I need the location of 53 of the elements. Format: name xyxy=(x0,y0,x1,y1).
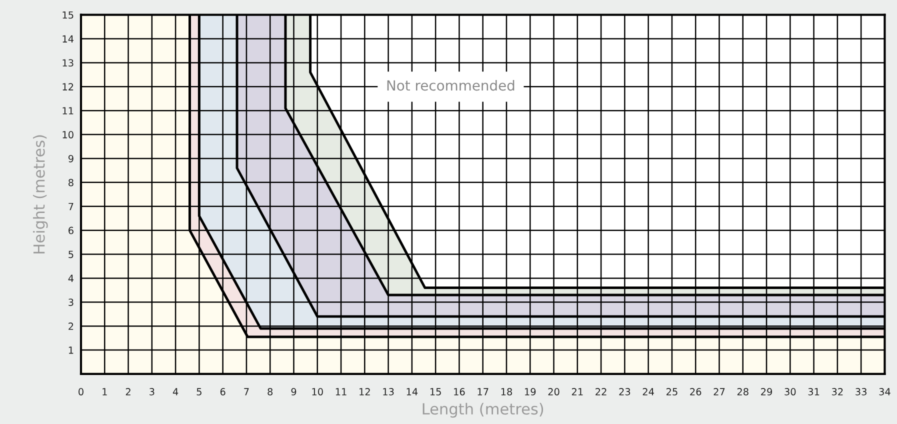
x-tick-label: 31 xyxy=(808,388,820,396)
x-tick-label: 16 xyxy=(454,388,465,396)
x-tick-label: 11 xyxy=(336,388,346,396)
y-tick-label: 12 xyxy=(62,83,74,90)
x-tick-label: 2 xyxy=(126,388,130,396)
y-tick-label: 3 xyxy=(68,298,74,306)
x-tick-label: 17 xyxy=(478,388,488,396)
x-tick-label: 21 xyxy=(572,388,583,396)
y-tick-label: 13 xyxy=(62,59,74,67)
x-tick-label: 33 xyxy=(856,388,866,396)
x-tick-label: 0 xyxy=(78,388,84,396)
x-tick-label: 32 xyxy=(832,388,843,396)
x-tick-label: 29 xyxy=(761,388,772,396)
x-tick-label: 27 xyxy=(714,388,725,396)
x-tick-label: 8 xyxy=(268,388,273,396)
x-tick-label: 13 xyxy=(383,388,394,396)
x-tick-label: 5 xyxy=(196,388,202,396)
y-axis-title: Height (metres) xyxy=(33,135,48,254)
x-tick-label: 1 xyxy=(102,388,107,396)
x-tick-label: 14 xyxy=(406,388,418,396)
y-tick-label: 10 xyxy=(62,131,74,138)
y-tick-label: 4 xyxy=(68,274,74,282)
x-tick-label: 24 xyxy=(642,388,654,396)
y-tick-label: 7 xyxy=(68,202,74,210)
x-tick-label: 26 xyxy=(690,388,702,396)
y-tick-label: 6 xyxy=(68,226,74,234)
y-tick-label: 8 xyxy=(68,178,74,186)
y-tick-label: 9 xyxy=(68,154,74,162)
x-tick-label: 3 xyxy=(150,388,154,396)
x-axis-title: Length (metres) xyxy=(422,402,544,418)
x-tick-label: 20 xyxy=(548,388,560,396)
y-tick-label: 5 xyxy=(68,250,74,258)
x-tick-label: 25 xyxy=(666,388,678,396)
y-tick-label: 15 xyxy=(62,11,74,19)
y-tick-label: 11 xyxy=(62,107,74,114)
x-tick-label: 18 xyxy=(501,388,512,396)
y-tick-label: 14 xyxy=(62,35,74,42)
x-tick-label: 30 xyxy=(784,388,796,396)
x-tick-label: 23 xyxy=(619,388,630,396)
x-tick-label: 9 xyxy=(291,388,296,396)
x-tick-label: 19 xyxy=(525,388,536,396)
y-tick-label: 1 xyxy=(68,346,74,354)
y-tick-label: 2 xyxy=(68,322,74,330)
x-tick-label: 15 xyxy=(430,388,441,396)
x-tick-label: 28 xyxy=(737,388,748,396)
x-tick-label: 10 xyxy=(312,388,323,396)
x-tick-label: 7 xyxy=(244,388,249,396)
x-tick-label: 6 xyxy=(220,388,226,396)
x-tick-label: 22 xyxy=(596,388,606,396)
x-tick-label: 4 xyxy=(172,388,178,396)
annotation: Not recommended xyxy=(387,80,514,91)
x-tick-label: 12 xyxy=(360,388,370,396)
x-tick-label: 34 xyxy=(879,388,890,396)
